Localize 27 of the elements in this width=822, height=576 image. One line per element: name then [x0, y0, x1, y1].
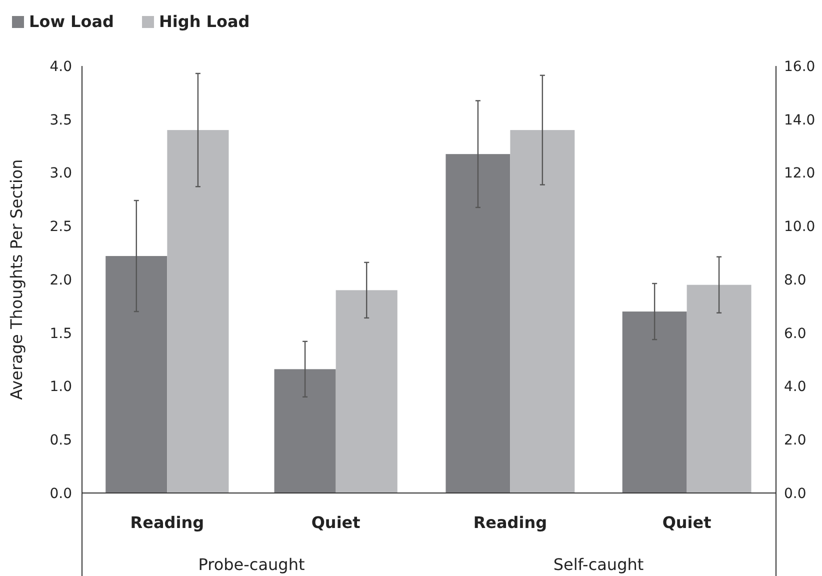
y-tick-label: 0.5 [50, 432, 72, 449]
y-axis-title: Average Thoughts Per Section [7, 159, 26, 400]
y2-tick-label: 6.0 [784, 326, 806, 342]
y-tick-label: 2.0 [50, 272, 72, 288]
y-tick-label: 3.5 [50, 112, 72, 128]
x-tick-label: Quiet [311, 513, 361, 532]
y-tick-label: 1.0 [50, 379, 72, 396]
x-tick-label: Reading [130, 513, 204, 532]
y-tick-label: 3.0 [50, 166, 72, 182]
legend-label: Low Load [29, 12, 114, 31]
y2-tick-label: 8.0 [784, 272, 806, 288]
y2-tick-label: 10.0 [784, 219, 816, 236]
y2-tick-label: 16.0 [784, 58, 816, 75]
y2-tick-label: 12.0 [784, 166, 816, 182]
y-tick-label: 1.5 [50, 326, 72, 342]
x-tick-label: Reading [473, 513, 548, 532]
x-tick-label: Quiet [662, 513, 712, 532]
y2-tick-label: 14.0 [784, 112, 816, 128]
x-axis-title: Self-caught [553, 555, 644, 574]
y-tick-label: 0.0 [50, 486, 72, 502]
y2-tick-label: 4.0 [784, 379, 806, 396]
y2-tick-label: 2.0 [784, 432, 806, 449]
x-axis-title: Probe-caught [198, 555, 305, 574]
y-tick-label: 2.5 [50, 219, 72, 236]
legend-label: High Load [159, 12, 250, 31]
y2-tick-label: 0.0 [784, 486, 806, 502]
y-tick-label: 4.0 [50, 58, 72, 75]
